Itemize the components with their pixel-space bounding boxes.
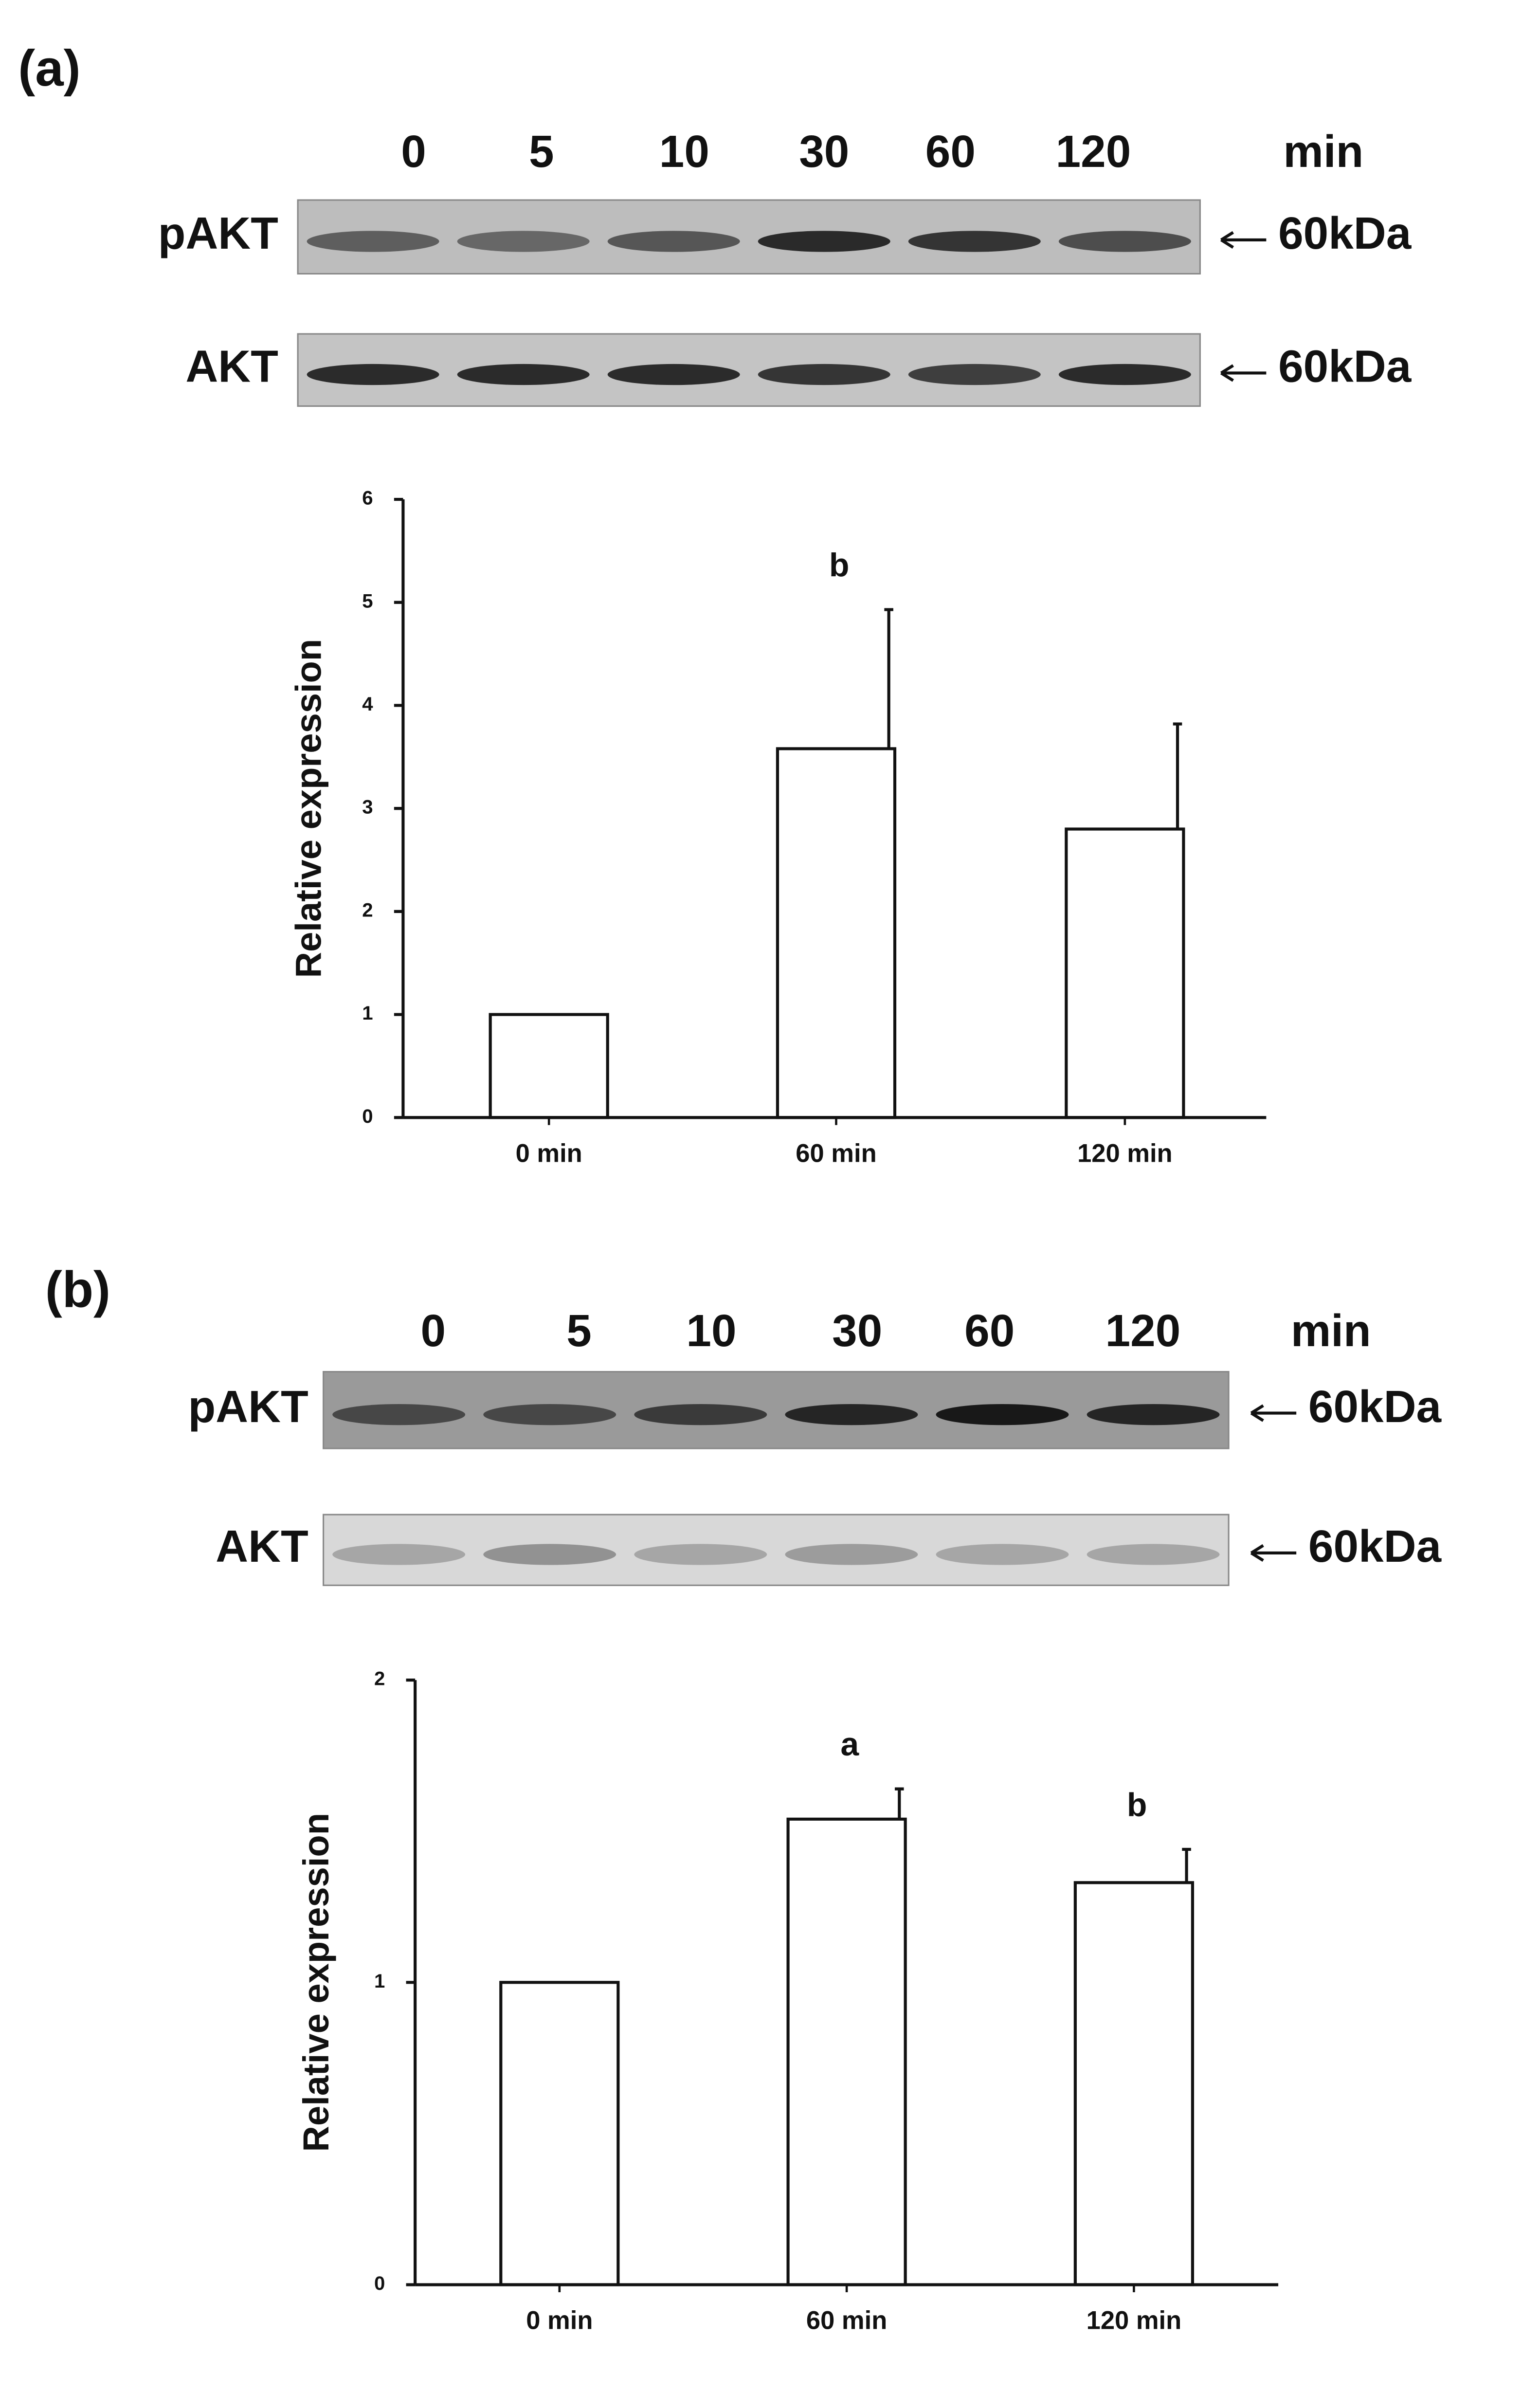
lane-label: 30	[799, 126, 849, 177]
size-label: 60kDa	[1308, 1381, 1442, 1432]
blot-strip	[297, 199, 1201, 275]
y-tick-label: 5	[362, 590, 373, 612]
arrow-head	[1250, 1404, 1264, 1422]
lane-label: 5	[529, 126, 554, 177]
protein-label: AKT	[216, 1521, 308, 1571]
protein-label: pAKT	[158, 208, 278, 258]
x-tick-label: 0 min	[526, 2306, 593, 2335]
bar	[776, 747, 897, 1119]
y-tick-label: 1	[362, 1002, 373, 1024]
error-bar	[895, 1787, 904, 1819]
blot-band	[483, 1544, 616, 1565]
blot-band	[457, 231, 590, 252]
blot-band	[908, 231, 1041, 252]
protein-label: pAKT	[188, 1381, 308, 1432]
blot-band	[1058, 364, 1191, 385]
bar	[1065, 827, 1185, 1119]
blot-strip	[323, 1370, 1230, 1449]
panel-label: (b)	[45, 1261, 110, 1318]
lane-label: 120	[1105, 1305, 1181, 1356]
y-tick-label: 6	[362, 487, 373, 509]
size-label: 60kDa	[1278, 208, 1412, 258]
lane-label: 5	[566, 1305, 592, 1356]
error-bar	[884, 608, 893, 749]
x-tick-label: 60 min	[806, 2306, 887, 2335]
blot-band	[307, 231, 439, 252]
blot-band	[785, 1544, 918, 1565]
blot-band	[634, 1544, 767, 1565]
bar	[1073, 1881, 1195, 2286]
arrow-head	[1220, 231, 1234, 249]
blot-band	[483, 1404, 616, 1425]
bar	[786, 1817, 907, 2286]
y-tick-label: 0	[374, 2272, 385, 2294]
panel-label: (a)	[18, 40, 80, 97]
size-label: 60kDa	[1278, 341, 1412, 392]
error-bar	[1182, 1847, 1191, 1883]
annotation: b	[829, 547, 850, 584]
x-tick-label: 0 min	[516, 1139, 582, 1168]
lane-label: 60	[925, 126, 976, 177]
blot-band	[457, 364, 590, 385]
y-axis-label: Relative expression	[288, 639, 328, 978]
blot-band	[307, 364, 439, 385]
blot-band	[785, 1404, 918, 1425]
blot-strip	[323, 1514, 1230, 1586]
y-tick-label: 4	[362, 693, 373, 715]
y-tick-label: 0	[362, 1105, 373, 1127]
lane-label: 30	[832, 1305, 882, 1356]
blot-band	[634, 1404, 767, 1425]
bar	[489, 1013, 609, 1119]
size-label: 60kDa	[1308, 1521, 1442, 1571]
blot-band	[758, 231, 890, 252]
blot-band	[1058, 231, 1191, 252]
lane-label: 0	[401, 126, 426, 177]
blot-band	[908, 364, 1041, 385]
blot-band	[936, 1404, 1069, 1425]
lane-label: 0	[420, 1305, 446, 1356]
blot-strip	[297, 333, 1201, 407]
blot-band	[936, 1544, 1069, 1565]
annotation: b	[1127, 1786, 1147, 1823]
unit-label: min	[1283, 126, 1363, 177]
blot-band	[607, 364, 740, 385]
y-tick-label: 3	[362, 796, 373, 818]
x-tick-label: 120 min	[1077, 1139, 1173, 1168]
arrow-head	[1220, 364, 1234, 382]
y-tick-label: 2	[362, 899, 373, 921]
bar	[499, 1981, 620, 2286]
blot-band	[607, 231, 740, 252]
y-tick-label: 1	[374, 1970, 385, 1992]
lane-label: 120	[1056, 126, 1131, 177]
lane-label: 60	[964, 1305, 1015, 1356]
unit-label: min	[1291, 1305, 1371, 1356]
x-tick-label: 60 min	[796, 1139, 876, 1168]
lane-label: 10	[659, 126, 709, 177]
blot-band	[1087, 1544, 1220, 1565]
x-tick-label: 120 min	[1087, 2306, 1182, 2335]
y-tick-label: 2	[374, 1668, 385, 1690]
blot-band	[1087, 1404, 1220, 1425]
protein-label: AKT	[185, 341, 278, 392]
error-bar	[1173, 722, 1182, 829]
annotation: a	[840, 1726, 859, 1763]
y-axis-label: Relative expression	[296, 1813, 336, 2152]
blot-band	[332, 1404, 466, 1425]
blot-band	[758, 364, 890, 385]
blot-band	[332, 1544, 466, 1565]
arrow-head	[1250, 1544, 1264, 1562]
lane-label: 10	[686, 1305, 736, 1356]
